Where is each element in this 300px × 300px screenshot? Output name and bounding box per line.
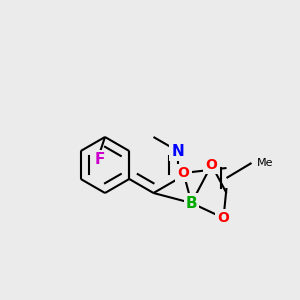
Text: B: B (186, 196, 197, 211)
Text: F: F (95, 152, 105, 167)
Text: O: O (178, 166, 189, 180)
Text: O: O (218, 211, 230, 225)
Text: Me: Me (256, 158, 273, 168)
Text: N: N (171, 143, 184, 158)
Text: O: O (206, 158, 218, 172)
